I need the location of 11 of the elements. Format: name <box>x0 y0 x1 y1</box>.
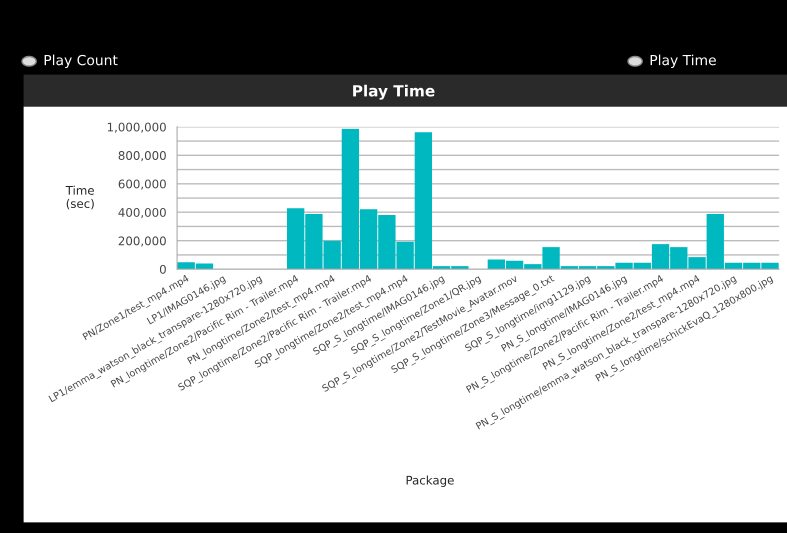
chart-title: Play Time <box>353 84 434 100</box>
x-axis-title: Package <box>406 476 454 487</box>
y-tick-label: 1,000,000 <box>108 122 166 133</box>
y-axis-title: Time (sec) <box>66 186 94 210</box>
y-tick-label: 800,000 <box>118 151 166 162</box>
y-tick-label: 200,000 <box>118 236 166 247</box>
text: Play Time <box>650 54 716 68</box>
y-tick-label: 400,000 <box>118 208 166 218</box>
text: Play Count <box>44 54 118 68</box>
y-tick-label: 0 <box>160 264 166 274</box>
y-tick-label: 600,000 <box>118 180 166 190</box>
